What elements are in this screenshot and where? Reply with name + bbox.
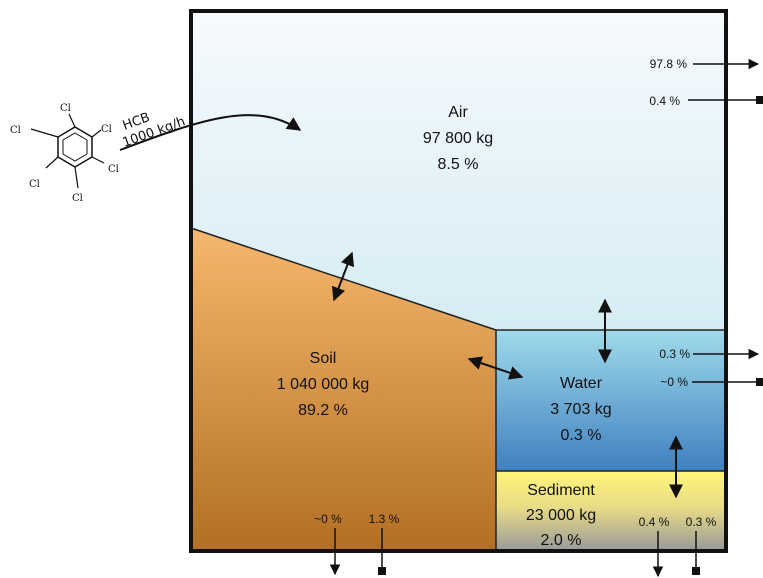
- air-reaction-sink: [756, 96, 763, 104]
- water-advection-value: 0.3 %: [659, 347, 690, 361]
- sediment-compartment: [496, 471, 726, 551]
- sediment-mass: 23 000 kg: [526, 507, 596, 524]
- cl-bottom: Cl: [72, 193, 83, 204]
- soil-water-exchange-arrow: [467, 356, 524, 380]
- sediment-advection-value: 0.4 %: [639, 515, 670, 529]
- soil-advection-value: ~0 %: [314, 512, 342, 526]
- air-name: Air: [448, 104, 468, 121]
- air-share: 8.5 %: [438, 156, 479, 173]
- cl-upper-left: Cl: [10, 125, 21, 136]
- water-reaction-value: ~0 %: [660, 375, 688, 389]
- soil-reaction-sink: [378, 567, 386, 575]
- air-soil-exchange-arrow: [331, 251, 355, 302]
- water-reaction-sink: [756, 378, 763, 386]
- emission-label: HCB 1000 kg/h: [121, 110, 188, 151]
- emission-arrow: [119, 114, 302, 151]
- cl-top: Cl: [60, 103, 71, 114]
- soil-name: Soil: [310, 350, 337, 367]
- soil-share: 89.2 %: [298, 402, 348, 419]
- sediment-share: 2.0 %: [541, 532, 582, 549]
- air-mass: 97 800 kg: [423, 130, 493, 147]
- hcb-molecule: Cl Cl Cl Cl Cl Cl: [10, 103, 119, 204]
- air-advection-value: 97.8 %: [650, 57, 688, 71]
- sediment-reaction-value: 0.3 %: [686, 515, 717, 529]
- cl-lower-right: Cl: [108, 164, 119, 175]
- cl-upper-right: Cl: [101, 124, 112, 135]
- water-share: 0.3 %: [561, 427, 602, 444]
- sediment-reaction-sink: [692, 567, 700, 575]
- soil-reaction-value: 1.3 %: [369, 512, 400, 526]
- environment-frame: [189, 9, 728, 553]
- water-mass: 3 703 kg: [550, 401, 611, 418]
- air-reaction-value: 0.4 %: [649, 94, 680, 108]
- sediment-name: Sediment: [527, 482, 595, 499]
- cl-lower-left: Cl: [29, 179, 40, 190]
- soil-mass: 1 040 000 kg: [277, 376, 370, 393]
- soil-compartment: [191, 228, 496, 551]
- water-name: Water: [560, 375, 603, 392]
